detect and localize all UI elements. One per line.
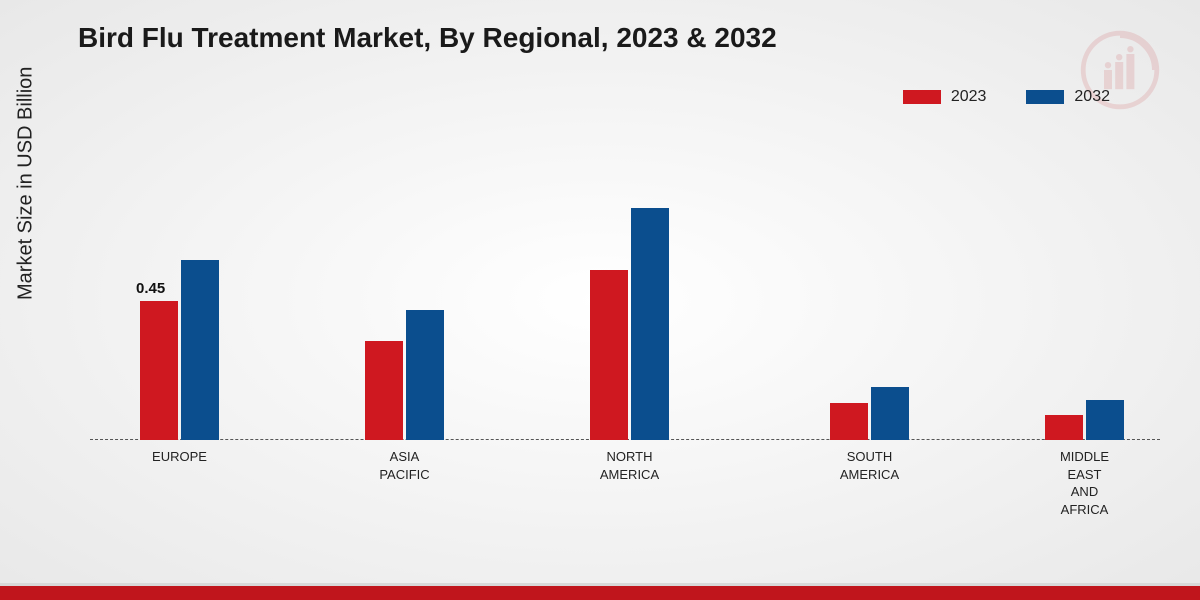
- bar: [406, 310, 444, 440]
- legend-label-2032: 2032: [1074, 88, 1110, 106]
- legend-label-2023: 2023: [951, 88, 987, 106]
- legend: 2023 2032: [903, 88, 1110, 106]
- plot-area: 0.45: [90, 130, 1160, 440]
- bar: [140, 301, 178, 441]
- y-axis-label: Market Size in USD Billion: [15, 67, 38, 300]
- bar: [830, 403, 868, 440]
- x-tick-label: MIDDLE EAST AND AFRICA: [1060, 448, 1109, 518]
- x-tick-label: NORTH AMERICA: [600, 448, 659, 483]
- bar-group: [590, 208, 669, 441]
- bar-group: [830, 387, 909, 440]
- bar: [181, 260, 219, 440]
- legend-swatch-2023: [903, 90, 941, 104]
- x-tick-label: EUROPE: [152, 448, 207, 466]
- x-tick-label: SOUTH AMERICA: [840, 448, 899, 483]
- bar-group: [365, 310, 444, 440]
- bar: [1086, 400, 1124, 440]
- bar: [631, 208, 669, 441]
- legend-item-2032: 2032: [1026, 88, 1110, 106]
- bar: [1045, 415, 1083, 440]
- legend-item-2023: 2023: [903, 88, 987, 106]
- footer-bar: [0, 586, 1200, 600]
- bar-value-label: 0.45: [136, 280, 165, 297]
- bar: [365, 341, 403, 440]
- bar: [590, 270, 628, 441]
- chart-title: Bird Flu Treatment Market, By Regional, …: [78, 22, 777, 54]
- bar: [871, 387, 909, 440]
- x-tick-label: ASIA PACIFIC: [379, 448, 429, 483]
- legend-swatch-2032: [1026, 90, 1064, 104]
- bar-group: 0.45: [140, 260, 219, 440]
- bar-group: [1045, 400, 1124, 440]
